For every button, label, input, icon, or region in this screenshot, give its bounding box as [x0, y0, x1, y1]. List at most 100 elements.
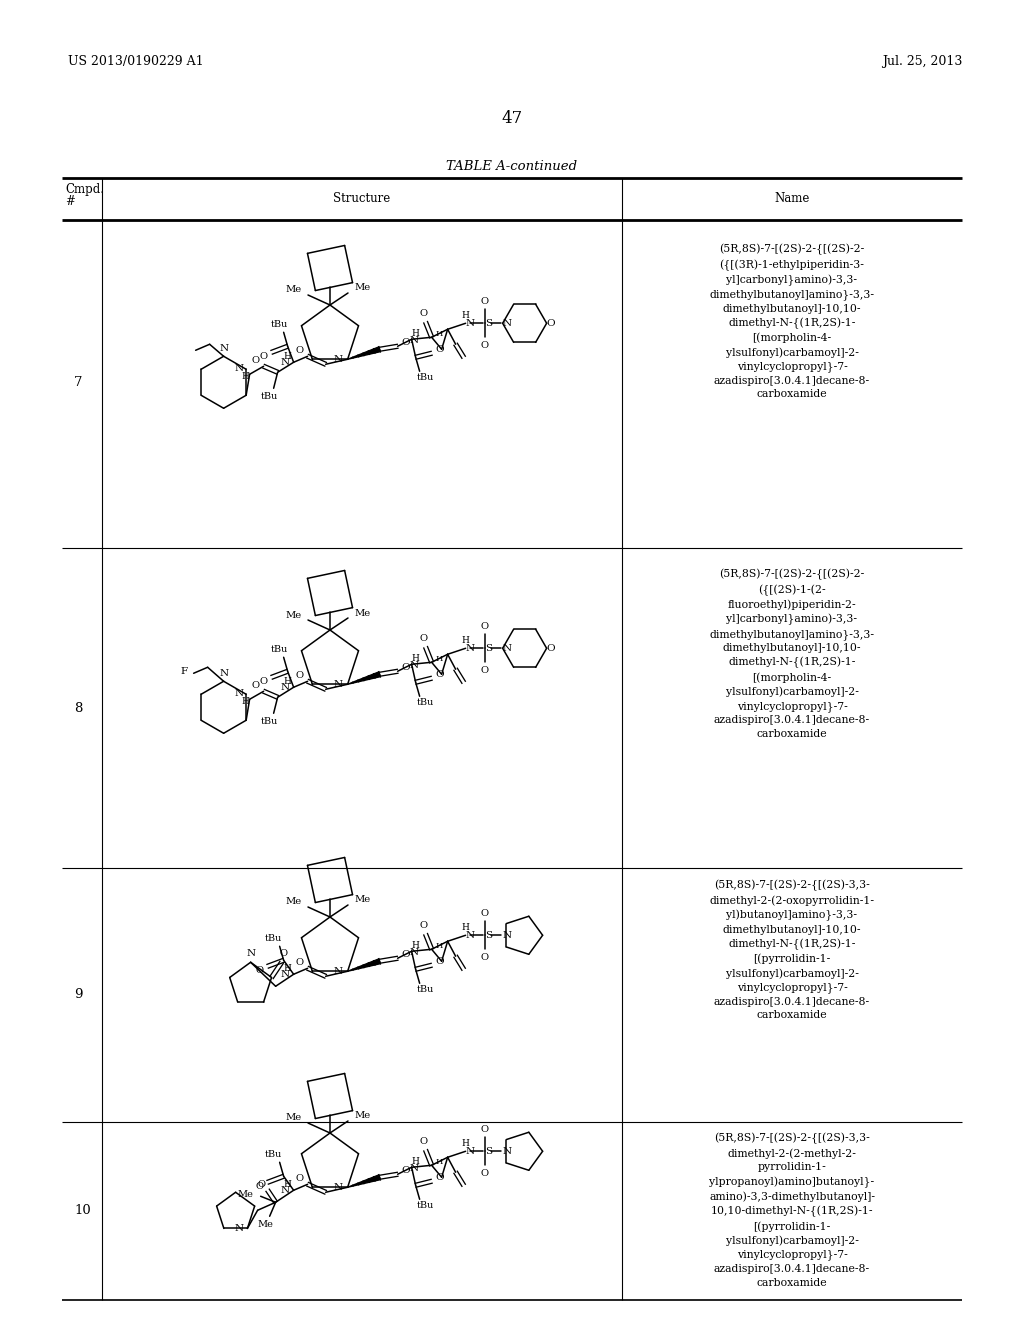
Text: O: O	[420, 1137, 428, 1146]
Text: Structure: Structure	[334, 193, 390, 206]
Text: N: N	[334, 966, 343, 975]
Text: tBu: tBu	[417, 372, 434, 381]
Text: H: H	[284, 1180, 292, 1189]
Text: N: N	[281, 682, 290, 692]
Text: (5R,8S)-7-[(2S)-2-{[(2S)-3,3-
dimethyl-2-(2-oxopyrrolidin-1-
yl)butanoyl]amino}-: (5R,8S)-7-[(2S)-2-{[(2S)-3,3- dimethyl-2…	[710, 880, 874, 1020]
Text: H: H	[462, 1139, 470, 1148]
Text: O: O	[547, 644, 555, 653]
Text: S: S	[484, 318, 492, 327]
Text: O: O	[420, 634, 428, 643]
Text: N: N	[409, 948, 418, 957]
Text: TABLE A-continued: TABLE A-continued	[446, 160, 578, 173]
Text: 10: 10	[74, 1204, 91, 1217]
Text: N: N	[234, 1224, 244, 1233]
Text: N: N	[334, 680, 343, 689]
Text: H: H	[412, 1156, 420, 1166]
Text: F: F	[180, 667, 187, 676]
Text: O: O	[256, 1181, 264, 1191]
Text: O: O	[480, 953, 488, 962]
Text: 9: 9	[74, 989, 83, 1002]
Text: Me: Me	[354, 1111, 371, 1121]
Text: N: N	[334, 1183, 343, 1192]
Text: Name: Name	[774, 193, 810, 206]
Text: H: H	[412, 653, 420, 663]
Polygon shape	[347, 347, 380, 359]
Text: 47: 47	[502, 110, 522, 127]
Text: N: N	[466, 318, 475, 327]
Text: H: H	[436, 1158, 443, 1167]
Text: N: N	[466, 931, 475, 940]
Text: H: H	[436, 942, 443, 950]
Text: O: O	[435, 345, 444, 354]
Text: N: N	[234, 689, 244, 698]
Text: O: O	[280, 949, 288, 958]
Text: H: H	[284, 964, 292, 973]
Text: Cmpd.: Cmpd.	[65, 183, 104, 195]
Text: (5R,8S)-7-[(2S)-2-{[(2S)-2-
({[(3R)-1-ethylpiperidin-3-
yl]carbonyl}amino)-3,3-
: (5R,8S)-7-[(2S)-2-{[(2S)-2- ({[(3R)-1-et…	[710, 244, 874, 400]
Text: O: O	[435, 1172, 444, 1181]
Text: O: O	[401, 950, 410, 958]
Text: tBu: tBu	[271, 319, 289, 329]
Text: O: O	[401, 663, 410, 672]
Text: O: O	[435, 669, 444, 678]
Text: N: N	[409, 335, 418, 345]
Text: S: S	[484, 644, 492, 653]
Text: O: O	[258, 1180, 265, 1189]
Polygon shape	[347, 958, 380, 972]
Text: N: N	[246, 949, 255, 958]
Text: H: H	[462, 923, 470, 932]
Text: O: O	[252, 356, 260, 364]
Text: O: O	[401, 1166, 410, 1175]
Text: Me: Me	[354, 284, 371, 293]
Text: N: N	[466, 1147, 475, 1156]
Text: N: N	[409, 1164, 418, 1172]
Text: O: O	[420, 921, 428, 929]
Text: H: H	[436, 655, 443, 663]
Text: N: N	[219, 669, 228, 678]
Text: N: N	[503, 644, 512, 653]
Text: S: S	[484, 931, 492, 940]
Text: N: N	[503, 318, 512, 327]
Text: N: N	[219, 345, 228, 354]
Text: N: N	[234, 364, 244, 372]
Text: 8: 8	[74, 701, 82, 714]
Text: H: H	[462, 636, 470, 644]
Polygon shape	[347, 672, 380, 684]
Text: S: S	[484, 1147, 492, 1156]
Text: N: N	[503, 1147, 512, 1156]
Text: O: O	[296, 1173, 304, 1183]
Text: Me: Me	[286, 285, 302, 294]
Text: tBu: tBu	[261, 717, 279, 726]
Text: H: H	[242, 372, 250, 380]
Text: O: O	[547, 318, 555, 327]
Text: tBu: tBu	[417, 1201, 434, 1209]
Text: O: O	[259, 677, 267, 686]
Text: H: H	[412, 329, 420, 338]
Text: H: H	[284, 351, 292, 360]
Text: H: H	[284, 677, 292, 686]
Text: N: N	[409, 661, 418, 669]
Text: O: O	[420, 309, 428, 318]
Text: O: O	[401, 338, 410, 347]
Text: Me: Me	[354, 895, 371, 904]
Text: O: O	[435, 957, 444, 966]
Text: N: N	[503, 931, 512, 940]
Text: Me: Me	[354, 609, 371, 618]
Text: 7: 7	[74, 376, 83, 389]
Text: O: O	[480, 665, 488, 675]
Polygon shape	[347, 1175, 380, 1187]
Text: O: O	[252, 681, 260, 690]
Text: Me: Me	[286, 898, 302, 907]
Text: O: O	[256, 966, 264, 974]
Text: O: O	[296, 958, 304, 966]
Text: Jul. 25, 2013: Jul. 25, 2013	[882, 55, 962, 69]
Text: #: #	[65, 195, 75, 209]
Text: O: O	[480, 341, 488, 350]
Text: tBu: tBu	[417, 985, 434, 994]
Text: O: O	[480, 1168, 488, 1177]
Text: O: O	[296, 671, 304, 680]
Text: H: H	[462, 310, 470, 319]
Text: N: N	[334, 355, 343, 364]
Text: Me: Me	[238, 1189, 254, 1199]
Text: O: O	[480, 1125, 488, 1134]
